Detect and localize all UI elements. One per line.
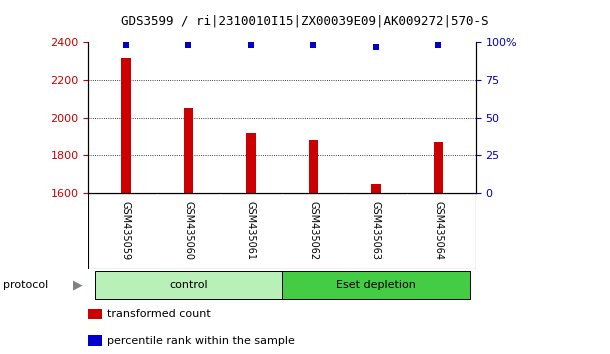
- Bar: [184, 108, 193, 193]
- Bar: [246, 133, 256, 193]
- Bar: [434, 142, 443, 193]
- Text: control: control: [169, 280, 208, 290]
- Text: percentile rank within the sample: percentile rank within the sample: [107, 336, 295, 346]
- Text: GSM435061: GSM435061: [246, 201, 256, 261]
- Text: GSM435064: GSM435064: [433, 201, 443, 261]
- Text: GSM435063: GSM435063: [371, 201, 381, 261]
- Bar: [309, 140, 318, 193]
- Text: GSM435062: GSM435062: [309, 201, 318, 261]
- Text: Eset depletion: Eset depletion: [336, 280, 416, 290]
- Bar: [371, 183, 381, 193]
- Text: GSM435060: GSM435060: [184, 201, 193, 261]
- Bar: [282, 270, 470, 299]
- Text: protocol: protocol: [3, 280, 48, 290]
- Text: GDS3599 / ri|2310010I15|ZX00039E09|AK009272|570-S: GDS3599 / ri|2310010I15|ZX00039E09|AK009…: [121, 14, 489, 27]
- Text: transformed count: transformed count: [107, 309, 210, 319]
- Text: GSM435059: GSM435059: [121, 201, 131, 261]
- Bar: [121, 57, 131, 193]
- Bar: [95, 270, 282, 299]
- Text: ▶: ▶: [73, 279, 83, 291]
